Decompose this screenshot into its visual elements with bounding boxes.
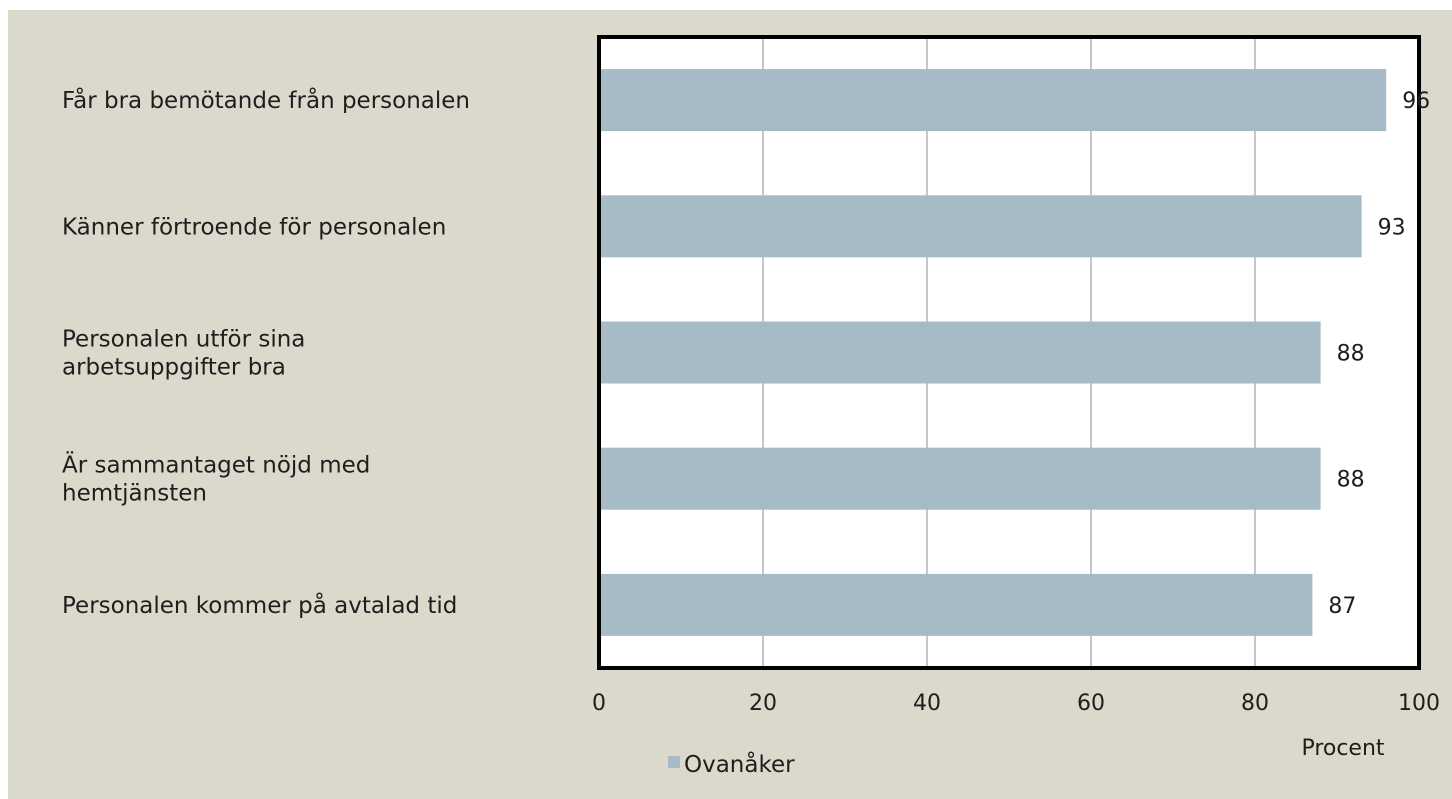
category-label: hemtjänsten xyxy=(62,481,207,507)
legend: Ovanåker xyxy=(668,750,795,778)
x-tick-label: 60 xyxy=(1077,691,1105,716)
bar xyxy=(599,69,1387,132)
data-label: 96 xyxy=(1402,89,1430,114)
data-label: 87 xyxy=(1328,594,1356,619)
category-label: arbetsuppgifter bra xyxy=(62,355,286,381)
bar xyxy=(599,321,1321,384)
bar-chart-svg: 96 Får bra bemötande från personalen 93 Kän… xyxy=(62,35,1440,778)
bar xyxy=(599,195,1362,258)
x-tick-label: 0 xyxy=(592,691,606,716)
plot-frame xyxy=(597,35,1421,670)
legend-label: Ovanåker xyxy=(684,750,795,778)
data-label: 93 xyxy=(1378,215,1406,240)
category-label: Är sammantaget nöjd med xyxy=(62,451,370,479)
data-label: 88 xyxy=(1337,342,1365,367)
data-label: 88 xyxy=(1337,468,1365,493)
chart: 96 Får bra bemötande från personalen 93 Kän… xyxy=(8,10,1452,799)
legend-swatch xyxy=(668,756,680,768)
bar xyxy=(599,573,1313,636)
x-tick-label: 40 xyxy=(913,691,941,716)
x-axis-title: Procent xyxy=(1301,736,1384,761)
category-label: Får bra bemötande från personalen xyxy=(62,86,470,114)
x-tick-label: 80 xyxy=(1241,691,1269,716)
category-label: Personalen kommer på avtalad tid xyxy=(62,591,457,619)
x-tick-label: 20 xyxy=(749,691,777,716)
category-label: Personalen utför sina xyxy=(62,327,305,353)
bar xyxy=(599,447,1321,510)
category-label: Känner förtroende för personalen xyxy=(62,214,446,240)
x-tick-label: 100 xyxy=(1398,691,1440,716)
